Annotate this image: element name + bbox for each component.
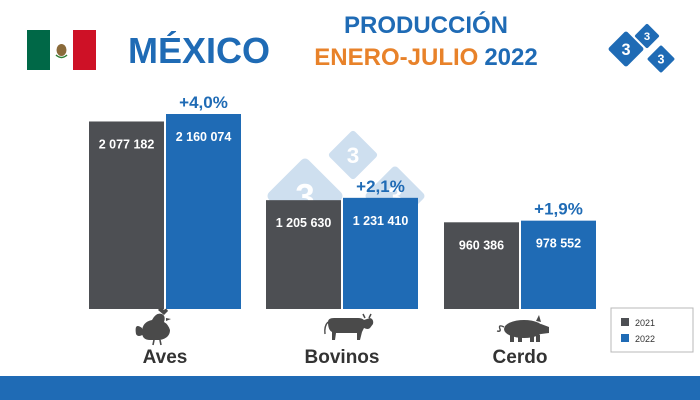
svg-text:3: 3	[621, 41, 630, 59]
legend: 2021 2022	[610, 307, 694, 353]
bar-aves-2022	[166, 114, 241, 309]
value-label-aves-2022: 2 160 074	[176, 130, 232, 144]
chicken-icon	[135, 308, 171, 346]
watermark-cube-2: 3	[328, 130, 378, 180]
annotation-aves: +4,0%	[179, 93, 228, 112]
logo-cube-1: 3	[608, 31, 644, 67]
value-label-bovinos-2021: 1 205 630	[276, 216, 332, 230]
period-title: ENERO-JULIO 2022	[314, 44, 537, 71]
category-icons	[135, 308, 549, 346]
bar-aves-2021	[89, 121, 164, 309]
annotation-cerdo: +1,9%	[534, 200, 583, 219]
period-year: 2022	[484, 44, 537, 71]
svg-text:3: 3	[658, 53, 665, 67]
category-label-cerdo: Cerdo	[493, 347, 548, 368]
bar-cerdo-2022	[521, 220, 596, 309]
legend-label-2022: 2022	[635, 334, 655, 344]
legend-swatch-2021	[621, 318, 629, 326]
legend-swatch-2022	[621, 334, 629, 342]
pig-icon	[496, 315, 549, 342]
brand-logo: 333	[608, 23, 675, 73]
mexico-flag-icon	[27, 30, 96, 70]
value-labels: 2 077 182 2 160 074 1 205 630 1 231 410 960 …	[99, 130, 581, 252]
value-label-bovinos-2022: 1 231 410	[353, 214, 409, 228]
logo-cube-3: 3	[647, 45, 675, 73]
period-months: ENERO-JULIO	[314, 44, 478, 71]
category-label-bovinos: Bovinos	[305, 347, 380, 368]
legend-label-2021: 2021	[635, 318, 655, 328]
production-title: PRODUCCIÓN	[344, 11, 508, 39]
bar-cerdo-2021	[444, 222, 519, 309]
svg-text:3: 3	[644, 31, 650, 43]
country-title: MÉXICO	[128, 30, 270, 71]
bar-group	[89, 114, 596, 309]
category-label-aves: Aves	[143, 347, 188, 368]
footer-bar	[0, 376, 700, 400]
annotation-bovinos: +2,1%	[356, 177, 405, 196]
percent-annotations: +4,0% +2,1% +1,9%	[179, 93, 583, 219]
value-label-cerdo-2021: 960 386	[459, 238, 504, 252]
cow-icon	[324, 313, 374, 340]
logo-cube-2: 3	[634, 23, 660, 49]
bar-bovinos-2022	[343, 197, 418, 309]
bar-bovinos-2021	[266, 200, 341, 309]
value-label-cerdo-2022: 978 552	[536, 237, 581, 251]
category-labels: Aves Bovinos Cerdo	[143, 347, 548, 368]
svg-text:3: 3	[347, 143, 360, 168]
value-label-aves-2021: 2 077 182	[99, 137, 155, 151]
